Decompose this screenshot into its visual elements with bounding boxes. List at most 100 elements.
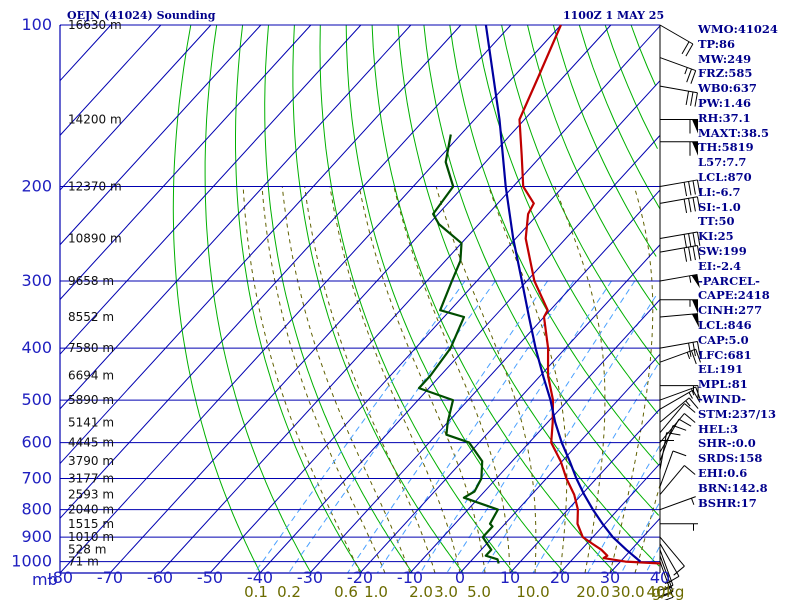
index-item: MPL:81 xyxy=(698,377,748,392)
mixing-ratio-line xyxy=(645,546,660,574)
isotherm-line xyxy=(259,135,661,574)
index-item: FRZ:585 xyxy=(698,66,753,81)
mixing-ratio-label: 0.6 xyxy=(334,583,358,600)
dry-adiabat-line xyxy=(397,24,660,567)
height-label: 8552 m xyxy=(68,310,114,324)
height-label: 16630 m xyxy=(68,18,122,32)
wind-barb xyxy=(659,389,701,410)
dry-adiabat-line xyxy=(552,24,657,257)
index-item: WB0:637 xyxy=(698,81,757,96)
height-label: 5141 m xyxy=(68,415,114,429)
wind-barb xyxy=(659,85,698,107)
temperature-tick-label: -30 xyxy=(297,568,323,587)
isotherm-line xyxy=(59,24,112,81)
temperature-profile xyxy=(518,24,662,565)
mixing-ratio-line xyxy=(419,280,612,574)
index-item: BSHR:17 xyxy=(698,495,757,510)
mixing-ratio-label: 40 xyxy=(646,583,665,600)
wind-barb xyxy=(659,465,696,495)
wind-barb xyxy=(659,386,701,401)
wind-barb xyxy=(660,118,698,134)
dry-adiabat-line xyxy=(235,24,363,574)
temperature-tick-label: -60 xyxy=(147,568,173,587)
wind-barb xyxy=(659,425,687,462)
index-item: CINH:277 xyxy=(698,303,763,318)
pressure-tick-label: 900 xyxy=(21,527,52,546)
mixing-ratio-label: 0.1 xyxy=(244,583,268,600)
isotherms xyxy=(59,24,661,574)
isotherm-line xyxy=(59,24,212,191)
index-item: -WIND- xyxy=(698,391,746,406)
dry-adiabat-line xyxy=(604,24,658,149)
dry-adiabat-line xyxy=(527,24,658,311)
mixing-ratio-line xyxy=(446,280,636,574)
wind-barb xyxy=(659,432,681,471)
sounding-time: 1100Z 1 MAY 25 xyxy=(563,9,664,22)
pressure-tick-label: 400 xyxy=(21,338,52,357)
temperature-tick-label: -10 xyxy=(397,568,423,587)
height-label: 71 m xyxy=(68,555,99,569)
mixing-ratio-line xyxy=(587,446,660,574)
parcel-profile xyxy=(484,24,642,563)
index-item: MAXT:38.5 xyxy=(698,125,769,140)
wind-barb xyxy=(659,496,696,511)
pressure-unit-label: mb xyxy=(32,570,58,589)
isotherm-line xyxy=(359,244,661,574)
moist-adiabat-line xyxy=(609,186,654,574)
index-item: MW:249 xyxy=(698,51,752,66)
wind-barb xyxy=(659,179,701,197)
isotherm-line xyxy=(109,24,612,574)
pressure-tick-label: 300 xyxy=(21,271,52,290)
isotherm-line xyxy=(59,24,462,464)
index-item: LFC:681 xyxy=(698,347,752,362)
wind-barb xyxy=(660,299,698,314)
pressure-tick-label: 500 xyxy=(21,390,52,409)
temperature-tick-label: 0 xyxy=(455,568,465,587)
height-label: 10890 m xyxy=(68,232,122,246)
dry-adiabat-line xyxy=(204,24,312,574)
wind-barb xyxy=(660,523,698,531)
height-label: 12370 m xyxy=(68,180,122,194)
mixing-ratio-label: 2.0 xyxy=(409,583,433,600)
height-label: 2040 m xyxy=(68,503,114,517)
moist-adiabats xyxy=(242,186,661,574)
station-title: OEJN (41024) Sounding xyxy=(67,9,216,22)
sounding-profiles xyxy=(417,24,662,565)
index-item: CAP:5.0 xyxy=(698,332,749,347)
isotherm-line xyxy=(309,189,661,574)
index-item: SW:199 xyxy=(698,243,747,258)
mixing-ratio-line xyxy=(620,503,660,574)
moist-adiabat-line xyxy=(393,186,511,573)
wind-barb xyxy=(659,397,699,423)
wind-barb xyxy=(659,340,701,357)
wind-barb xyxy=(659,348,701,365)
temperature-tick-label: -20 xyxy=(347,568,373,587)
index-item: KI:25 xyxy=(698,229,734,244)
mixing-ratio-label: 5.0 xyxy=(467,583,491,600)
index-item: LCL:870 xyxy=(698,169,752,184)
isotherm-line xyxy=(59,24,562,574)
wind-barb xyxy=(659,231,701,249)
isotherm-line xyxy=(59,24,412,410)
index-item: TH:5819 xyxy=(698,140,754,155)
moist-adiabat-line xyxy=(435,186,537,574)
height-label: 2593 m xyxy=(68,488,114,502)
mixing-ratio-line xyxy=(288,280,496,574)
moist-adiabat-line xyxy=(329,186,461,574)
temperature-tick-label: 10 xyxy=(500,568,520,587)
index-item: STM:237/13 xyxy=(698,406,777,421)
height-label: 1010 m xyxy=(68,530,114,544)
index-item: BRN:142.8 xyxy=(698,480,768,495)
dry-adiabat-line xyxy=(475,24,659,415)
temperature-tick-label: -50 xyxy=(197,568,223,587)
mixing-ratio-line xyxy=(532,364,659,574)
wind-barb xyxy=(659,24,694,57)
dry-adiabat-line xyxy=(172,24,261,574)
wind-barb xyxy=(659,403,696,433)
index-item: WMO:41024 xyxy=(698,22,778,36)
isotherm-line xyxy=(409,299,661,574)
wind-barb xyxy=(659,245,701,262)
wind-barb xyxy=(659,196,701,214)
height-label: 5890 m xyxy=(68,393,114,407)
dry-adiabat-line xyxy=(449,24,659,466)
